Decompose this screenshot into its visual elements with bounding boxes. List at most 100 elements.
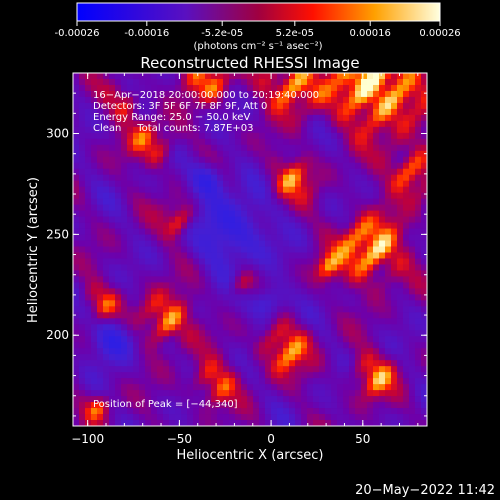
image-pixel (85, 258, 92, 265)
image-pixel (157, 330, 164, 337)
image-pixel (163, 330, 170, 337)
image-pixel (241, 336, 248, 343)
image-pixel (241, 150, 248, 158)
image-pixel (109, 306, 116, 313)
image-pixel (367, 186, 374, 194)
image-pixel (217, 396, 224, 403)
image-pixel (319, 108, 326, 116)
image-pixel (223, 384, 230, 391)
image-pixel (187, 276, 194, 283)
image-pixel (301, 156, 308, 164)
image-pixel (145, 384, 152, 391)
image-pixel (247, 234, 254, 241)
image-pixel (163, 282, 170, 289)
image-pixel (85, 174, 92, 182)
image-pixel (319, 312, 326, 319)
image-pixel (121, 318, 128, 325)
image-pixel (289, 126, 296, 134)
image-pixel (163, 312, 170, 319)
image-pixel (325, 348, 332, 355)
image-pixel (73, 312, 80, 319)
image-pixel (373, 294, 380, 301)
image-pixel (181, 180, 188, 188)
image-pixel (277, 276, 284, 283)
image-pixel (139, 210, 146, 217)
image-pixel (349, 150, 356, 158)
image-pixel (271, 318, 278, 325)
image-pixel (313, 132, 320, 140)
image-pixel (397, 90, 404, 98)
image-pixel (241, 420, 248, 427)
image-pixel (325, 186, 332, 194)
image-pixel (241, 198, 248, 206)
image-pixel (397, 342, 404, 349)
image-pixel (73, 282, 80, 289)
image-pixel (133, 294, 140, 301)
image-pixel (235, 306, 242, 313)
image-pixel (193, 252, 200, 259)
image-pixel (289, 402, 296, 409)
image-pixel (265, 180, 272, 188)
image-pixel (73, 186, 80, 194)
image-pixel (307, 168, 314, 176)
image-pixel (217, 384, 224, 391)
image-pixel (403, 73, 410, 80)
image-pixel (115, 102, 122, 110)
image-pixel (307, 234, 314, 241)
image-pixel (259, 138, 266, 146)
image-pixel (241, 402, 248, 409)
image-pixel (289, 306, 296, 313)
image-pixel (403, 414, 410, 421)
image-pixel (73, 306, 80, 313)
image-pixel (205, 234, 212, 241)
image-pixel (175, 114, 182, 122)
image-pixel (379, 144, 386, 152)
image-pixel (241, 234, 248, 241)
image-pixel (397, 222, 404, 229)
image-pixel (379, 378, 386, 385)
image-pixel (79, 318, 86, 325)
image-pixel (277, 162, 284, 170)
image-pixel (421, 132, 428, 140)
image-pixel (175, 96, 182, 104)
image-pixel (85, 90, 92, 98)
image-pixel (157, 276, 164, 283)
image-pixel (355, 228, 362, 235)
image-pixel (259, 270, 266, 277)
image-pixel (211, 282, 218, 289)
image-pixel (229, 102, 236, 110)
image-pixel (229, 366, 236, 373)
image-pixel (337, 408, 344, 415)
image-pixel (85, 84, 92, 92)
image-pixel (79, 180, 86, 188)
image-pixel (211, 378, 218, 385)
image-pixel (187, 264, 194, 271)
image-pixel (313, 162, 320, 170)
image-pixel (277, 73, 284, 80)
image-pixel (343, 102, 350, 110)
image-pixel (265, 132, 272, 140)
image-pixel (343, 90, 350, 98)
image-pixel (295, 120, 302, 128)
image-pixel (139, 198, 146, 206)
image-pixel (397, 336, 404, 343)
image-pixel (127, 90, 134, 98)
image-pixel (361, 360, 368, 367)
image-pixel (247, 90, 254, 98)
image-pixel (343, 138, 350, 146)
image-pixel (319, 264, 326, 271)
image-pixel (289, 390, 296, 397)
image-pixel (385, 420, 392, 427)
image-pixel (73, 372, 80, 379)
image-pixel (121, 73, 128, 80)
image-pixel (367, 312, 374, 319)
image-pixel (379, 126, 386, 134)
image-pixel (109, 390, 116, 397)
image-pixel (181, 73, 188, 80)
image-pixel (139, 378, 146, 385)
image-pixel (259, 330, 266, 337)
image-pixel (379, 138, 386, 146)
image-pixel (331, 186, 338, 194)
image-pixel (247, 246, 254, 253)
image-pixel (115, 354, 122, 361)
